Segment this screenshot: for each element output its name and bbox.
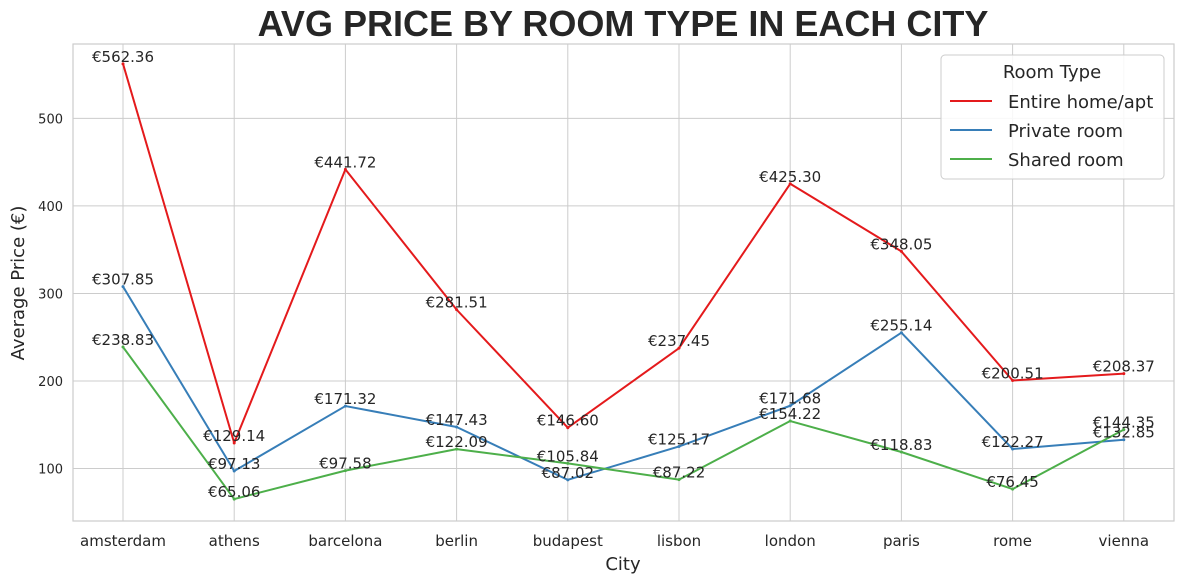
x-tick-label: paris — [883, 532, 920, 550]
y-axis-label: Average Price (€) — [8, 206, 29, 361]
data-point — [455, 308, 459, 312]
data-point — [121, 345, 125, 349]
data-point — [788, 419, 792, 423]
x-tick-label: athens — [209, 532, 260, 550]
data-point — [899, 249, 903, 253]
data-label: €281.51 — [426, 294, 488, 312]
data-point — [232, 441, 236, 445]
data-label: €144.35 — [1093, 414, 1155, 432]
data-label: €237.45 — [648, 332, 710, 350]
data-point — [1011, 447, 1015, 451]
data-point — [455, 425, 459, 429]
data-point — [788, 404, 792, 408]
data-label: €65.06 — [208, 483, 261, 501]
x-tick-label: berlin — [435, 532, 478, 550]
data-point — [343, 404, 347, 408]
y-tick-label: 300 — [38, 287, 63, 302]
data-label: €125.17 — [648, 430, 710, 448]
x-tick-label: barcelona — [308, 532, 382, 550]
data-point — [677, 346, 681, 350]
legend: Room Type Entire home/apt Private room Sha… — [940, 54, 1165, 180]
grid-lines — [73, 44, 1174, 521]
data-point — [677, 478, 681, 482]
data-label: €105.84 — [537, 447, 599, 465]
y-tick-label: 400 — [38, 200, 63, 215]
data-label: €132.85 — [1093, 424, 1155, 442]
series-line — [122, 346, 1125, 501]
data-label: €97.13 — [208, 455, 261, 473]
data-label: €208.37 — [1093, 358, 1155, 376]
data-label: €562.36 — [92, 48, 154, 66]
y-tick-label: 200 — [38, 375, 63, 390]
data-labels: €562.36 €129.14 €441.72 €281.51 €146.60 €237.… — [92, 48, 1155, 501]
data-label: €441.72 — [314, 153, 376, 171]
data-point — [1122, 372, 1126, 376]
y-tick-label: 100 — [38, 462, 63, 477]
data-label: €171.32 — [314, 390, 376, 408]
series-line — [122, 286, 1124, 481]
y-tick-labels: 100 200 300 400 500 — [38, 112, 63, 477]
legend-title: Room Type — [1003, 62, 1101, 83]
data-label: €122.27 — [982, 433, 1044, 451]
data-point — [899, 450, 903, 454]
data-label: €348.05 — [870, 235, 932, 253]
legend-box — [940, 54, 1165, 180]
x-tick-label: amsterdam — [80, 532, 166, 550]
data-point — [121, 285, 125, 289]
data-point — [566, 426, 570, 430]
legend-label: Private room — [1008, 121, 1123, 142]
data-label: €238.83 — [92, 331, 154, 349]
y-tick-label: 500 — [38, 112, 63, 127]
x-tick-labels: amsterdam athens barcelona berlin budapest li… — [80, 532, 1149, 550]
x-tick-label: rome — [993, 532, 1032, 550]
x-tick-label: budapest — [533, 532, 603, 550]
data-label: €425.30 — [759, 168, 821, 186]
x-tick-label: lisbon — [657, 532, 701, 550]
data-label: €129.14 — [203, 427, 265, 445]
data-label: €146.60 — [537, 412, 599, 430]
chart-title: AVG PRICE BY ROOM TYPE IN EACH CITY — [258, 3, 989, 44]
data-label: €171.68 — [759, 390, 821, 408]
data-label: €76.45 — [986, 473, 1039, 491]
data-label: €307.85 — [92, 271, 154, 289]
data-point — [343, 167, 347, 171]
x-axis-label: City — [605, 554, 641, 575]
data-point — [1122, 438, 1126, 442]
x-tick-label: london — [765, 532, 816, 550]
data-label: €200.51 — [982, 365, 1044, 383]
data-point — [455, 447, 459, 451]
data-label: €147.43 — [426, 411, 488, 429]
data-point — [566, 478, 570, 482]
x-tick-label: vienna — [1099, 532, 1149, 550]
data-point — [343, 469, 347, 473]
series-line — [122, 63, 1124, 444]
legend-items: Entire home/apt Private room Shared room — [950, 92, 1153, 171]
data-point — [788, 182, 792, 186]
data-label: €255.14 — [870, 317, 932, 335]
series-lines — [121, 62, 1126, 501]
legend-label: Entire home/apt — [1008, 92, 1153, 113]
data-label: €97.58 — [319, 455, 372, 473]
data-point — [899, 331, 903, 335]
data-point — [1011, 487, 1015, 491]
data-point — [121, 62, 125, 66]
data-point — [566, 461, 570, 465]
data-label: €87.02 — [542, 464, 595, 482]
data-point — [677, 444, 681, 448]
legend-label: Shared room — [1008, 150, 1124, 171]
data-label: €118.83 — [870, 436, 932, 454]
data-point — [1122, 428, 1126, 432]
data-label: €87.22 — [653, 464, 706, 482]
data-point — [232, 497, 236, 501]
data-label: €122.09 — [426, 433, 488, 451]
data-point — [232, 469, 236, 473]
data-point — [1011, 379, 1015, 383]
plot-frame — [72, 43, 1175, 522]
data-label: €154.22 — [759, 405, 821, 423]
